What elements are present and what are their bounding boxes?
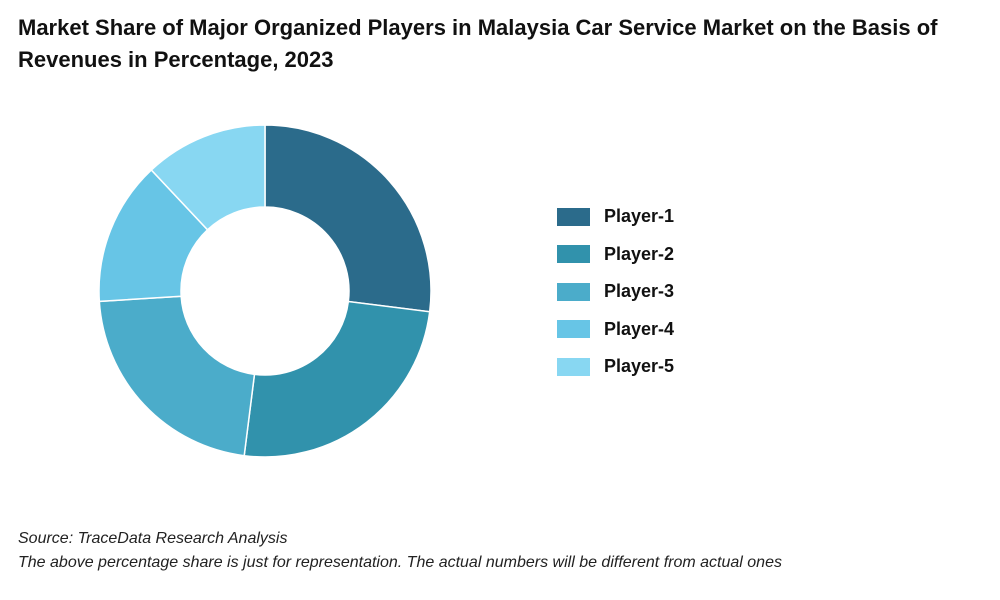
legend-label: Player-2 [604, 243, 675, 264]
donut-slice-player-1 [264, 124, 432, 313]
legend-label: Player-4 [604, 318, 675, 339]
legend-label: Player-5 [604, 356, 675, 377]
source-note: Source: TraceData Research Analysis [18, 530, 288, 547]
donut-slice-player-2 [243, 300, 431, 458]
legend-item-player-5: Player-5 [557, 348, 817, 386]
legend-swatch [557, 357, 590, 376]
legend-swatch [557, 245, 590, 264]
legend-label: Player-3 [604, 281, 675, 302]
legend-label: Player-1 [604, 206, 675, 227]
legend-item-player-1: Player-1 [557, 198, 817, 236]
donut-slice-player-3 [98, 295, 256, 457]
chart-notes: Source: TraceData Research Analysis The … [18, 527, 978, 575]
legend-swatch [557, 207, 590, 226]
legend-swatch [557, 282, 590, 301]
donut-chart-svg [98, 124, 432, 458]
donut-chart [90, 116, 440, 466]
legend-item-player-3: Player-3 [557, 273, 817, 311]
legend-swatch [557, 320, 590, 339]
donut-slice-player-5 [150, 124, 266, 231]
legend-item-player-4: Player-4 [557, 311, 817, 349]
disclaimer-note: The above percentage share is just for r… [18, 554, 782, 571]
chart-title: Market Share of Major Organized Players … [18, 15, 938, 72]
legend-item-player-2: Player-2 [557, 236, 817, 274]
chart-legend: Player-1 Player-2 Player-3 Player-4 Player-5 [557, 198, 817, 386]
